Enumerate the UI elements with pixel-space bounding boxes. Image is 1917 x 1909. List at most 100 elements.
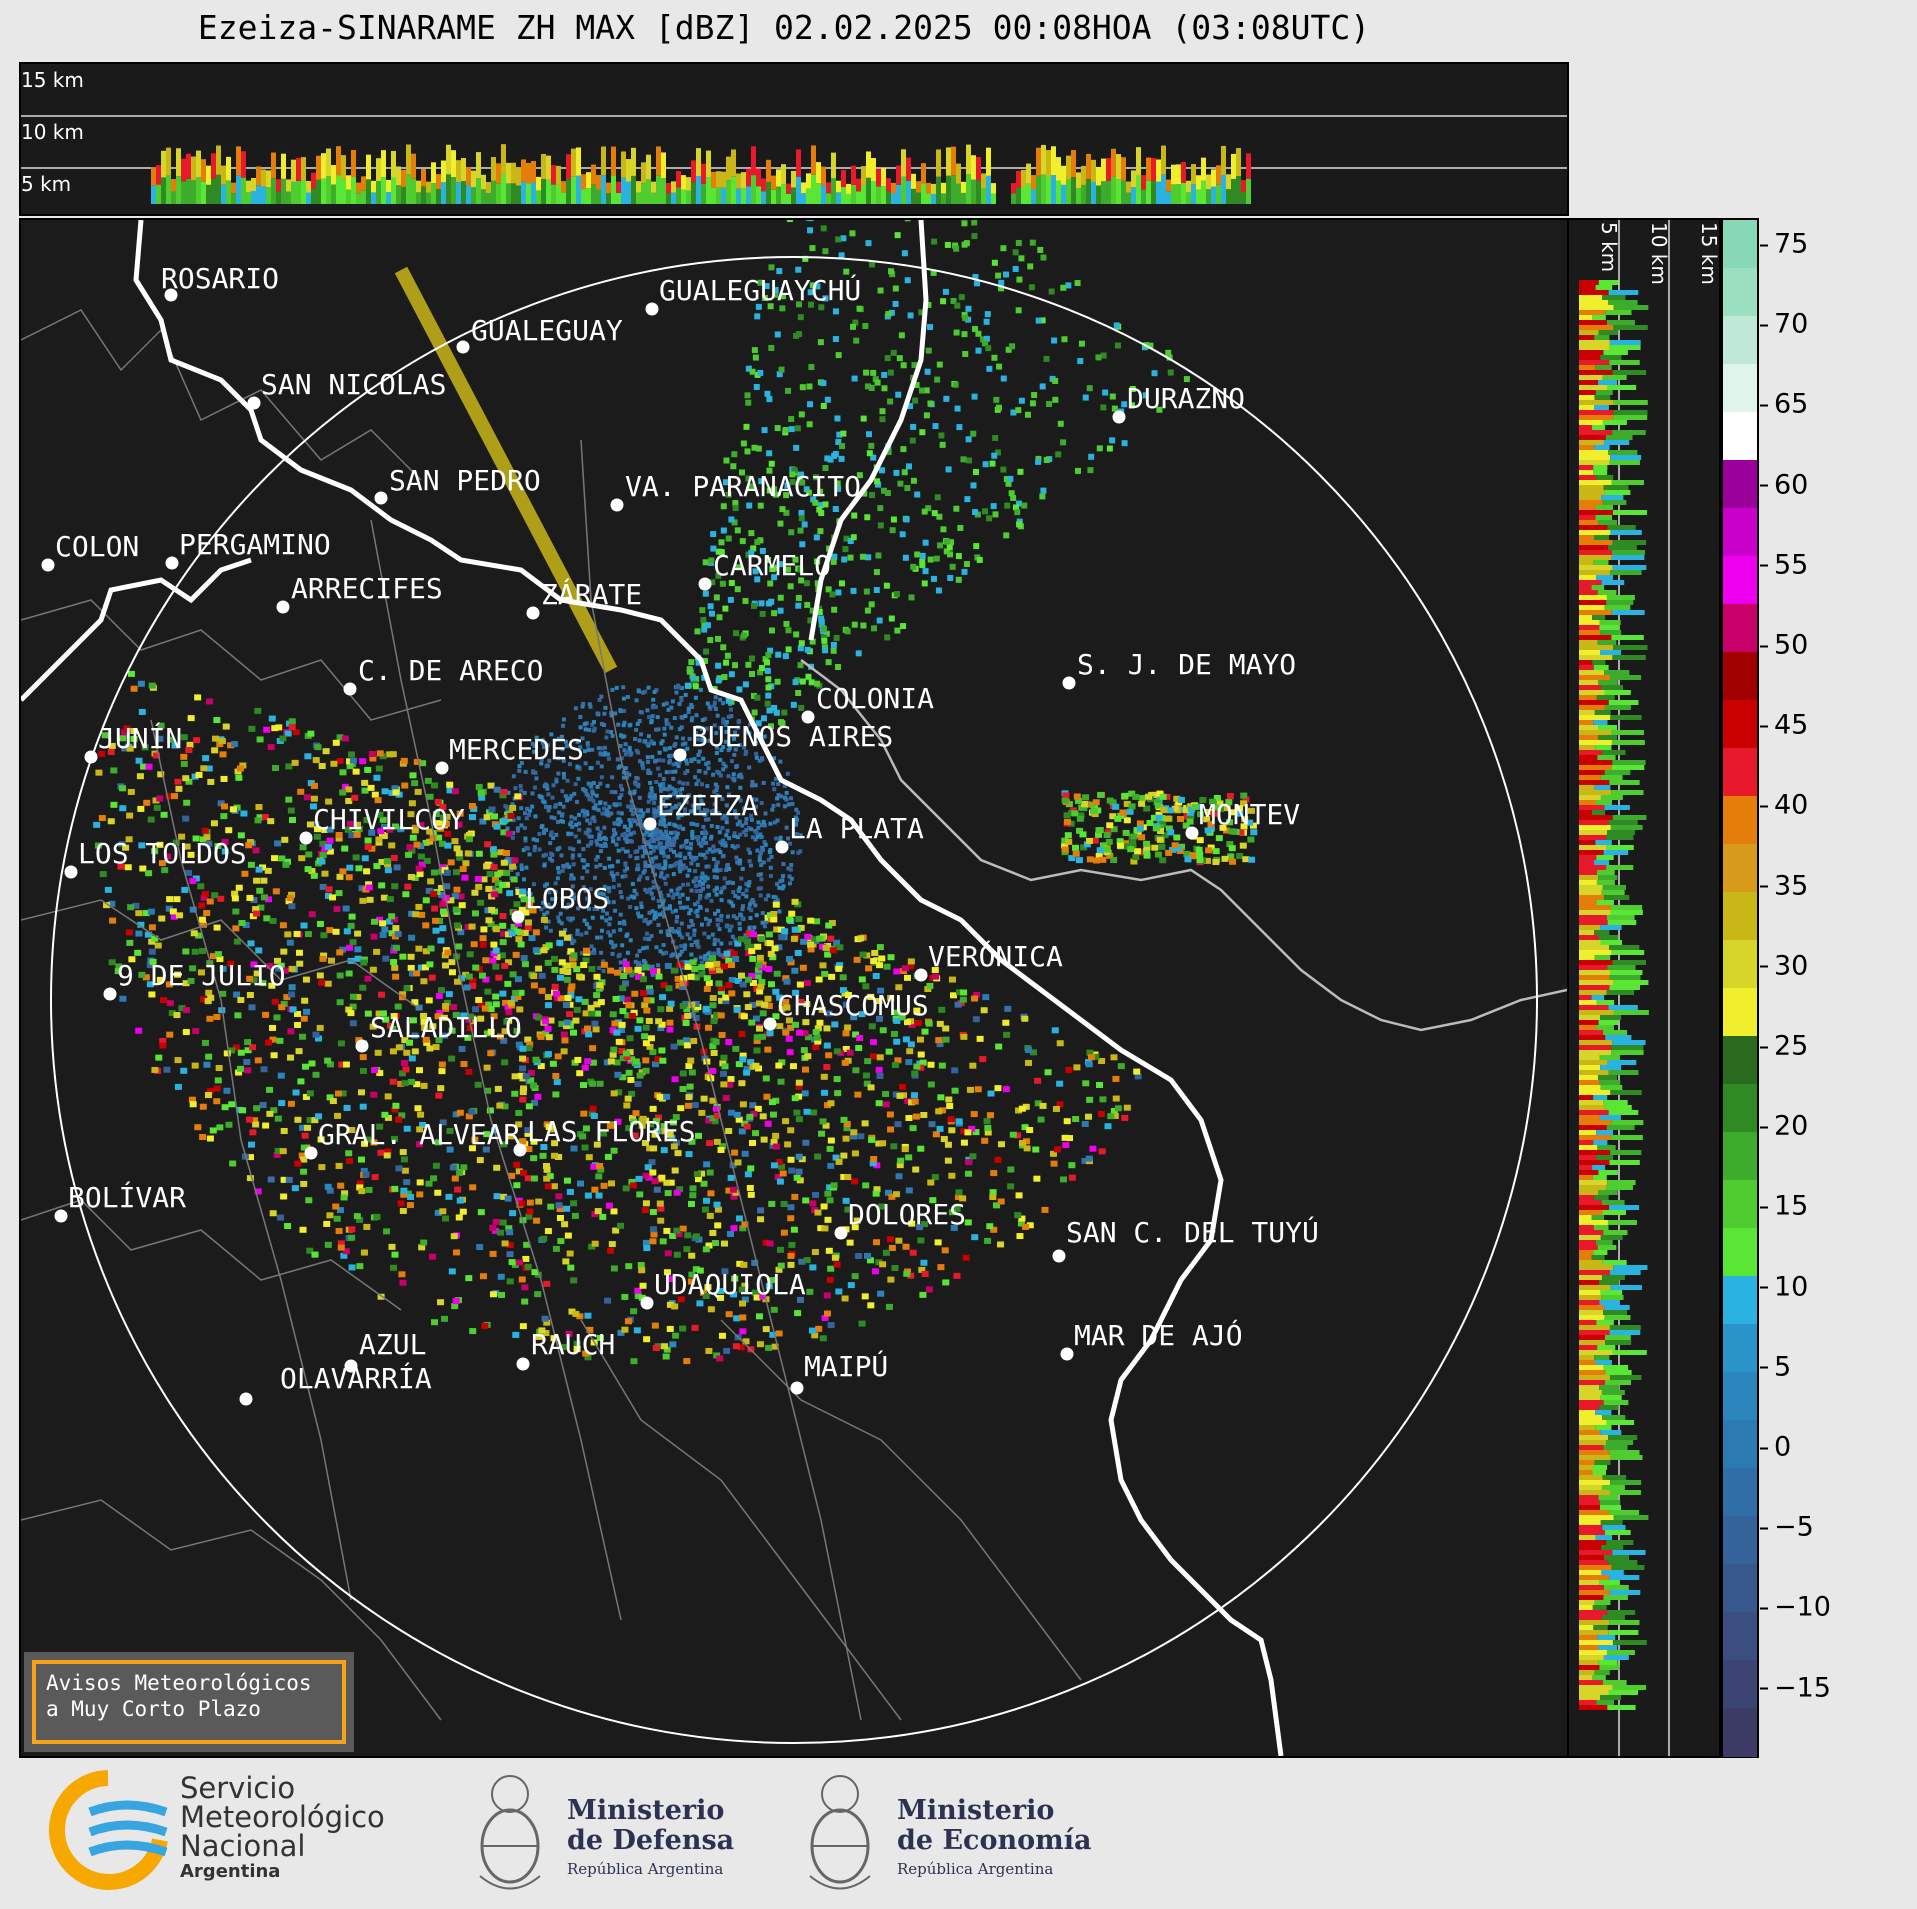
top-level-label: 5 km: [21, 172, 72, 196]
city-marker: [456, 340, 470, 354]
colorbar-tick-label: 15: [1760, 1191, 1808, 1222]
top-level-label: 10 km: [21, 120, 84, 144]
city-label: ARRECIFES: [291, 572, 443, 605]
city-label: DOLORES: [848, 1198, 967, 1231]
city-label: VERÓNICA: [928, 940, 1063, 973]
city-label: LA PLATA: [789, 812, 924, 845]
colorbar-segment: [1723, 508, 1757, 557]
right-level-label: 5 km: [1597, 222, 1621, 273]
city-label: SAN NICOLAS: [261, 368, 447, 401]
city-marker: [1062, 676, 1076, 690]
colorbar-segment: [1723, 940, 1757, 989]
city-label: SAN PEDRO: [389, 464, 541, 497]
defensa-line: de Defensa: [567, 1825, 735, 1856]
city-label: C. DE ARECO: [358, 654, 544, 687]
colorbar-segment: [1723, 316, 1757, 365]
city-marker: [103, 987, 117, 1001]
city-marker: [54, 1209, 68, 1223]
city-marker: [511, 910, 525, 924]
colorbar-segment: [1723, 652, 1757, 701]
smn-name: Servicio Meteorológico Nacional Argentin…: [180, 1774, 385, 1883]
top-cross-section-svg: [21, 115, 1567, 204]
city-label: CHASCOMUS: [777, 989, 929, 1022]
smn-country: Argentina: [180, 1861, 281, 1882]
city-marker: [1185, 826, 1199, 840]
colorbar: [1721, 218, 1759, 1758]
city-label: BOLÍVAR: [68, 1181, 187, 1214]
smn-line: Meteorológico: [180, 1800, 385, 1834]
colorbar-segment: [1723, 1180, 1757, 1229]
city-label: EZEIZA: [657, 789, 759, 822]
city-marker: [299, 831, 313, 845]
right-level-label: 15 km: [1697, 222, 1721, 285]
colorbar-segment: [1723, 1324, 1757, 1373]
colorbar-segment: [1723, 1276, 1757, 1325]
city-label: BUENOS AIRES: [691, 720, 894, 753]
city-marker: [834, 1226, 848, 1240]
city-marker: [643, 817, 657, 831]
city-marker: [374, 491, 388, 505]
colorbar-segment: [1723, 988, 1757, 1037]
colorbar-segment: [1723, 1036, 1757, 1085]
city-marker: [801, 710, 815, 724]
city-label: MAIPÚ: [804, 1350, 889, 1383]
uruguay-coast: [800, 659, 1567, 1032]
city-marker: [775, 840, 789, 854]
warning-line-1: Avisos Meteorológicos: [46, 1671, 312, 1695]
colorbar-tick-label: 0: [1760, 1432, 1791, 1463]
coat-of-arms-icon: [809, 1775, 871, 1890]
colorbar-segment: [1723, 844, 1757, 893]
city-marker: [1060, 1347, 1074, 1361]
city-label: LOS TOLDOS: [78, 837, 247, 870]
colorbar-tick-label: 20: [1760, 1111, 1808, 1142]
colorbar-tick-label: 10: [1760, 1271, 1808, 1302]
colorbar-tick-label: −5: [1760, 1512, 1814, 1543]
colorbar-segment: [1723, 460, 1757, 509]
colorbar-tick-label: 30: [1760, 950, 1808, 981]
city-marker: [640, 1296, 654, 1310]
city-label: OLAVARRÍA: [280, 1362, 432, 1395]
colorbar-segment: [1723, 1660, 1757, 1709]
city-marker: [239, 1392, 253, 1406]
colorbar-segment: [1723, 1612, 1757, 1661]
colorbar-tick-label: 70: [1760, 309, 1808, 340]
chart-title: Ezeiza-SINARAME ZH MAX [dBZ] 02.02.2025 …: [197, 8, 1371, 47]
warning-box[interactable]: Avisos Meteorológicos a Muy Corto Plazo: [24, 1652, 354, 1752]
city-label: 9 DE JULIO: [117, 959, 286, 992]
economia-line: Ministerio: [897, 1795, 1055, 1826]
city-marker: [304, 1146, 318, 1160]
right-cross-section: 5 km 10 km 15 km: [1569, 218, 1721, 1758]
top-level-label: 15 km: [21, 68, 84, 92]
city-label: MAR DE AJÓ: [1074, 1319, 1243, 1352]
colorbar-tick-label: 25: [1760, 1031, 1808, 1062]
colorbar-segment: [1723, 1468, 1757, 1517]
city-label: GRAL. ALVEAR: [318, 1118, 521, 1151]
city-label: GUALEGUAYCHÚ: [659, 274, 862, 307]
city-label: VA. PARANACITO: [625, 470, 862, 503]
colorbar-segment: [1723, 364, 1757, 413]
city-marker: [165, 556, 179, 570]
city-label: S. J. DE MAYO: [1077, 648, 1297, 681]
coat-of-arms-icon: [479, 1775, 541, 1890]
coastline: [21, 220, 1284, 1756]
city-marker: [513, 1143, 527, 1157]
city-label: JUNÍN: [98, 722, 183, 755]
city-marker: [344, 1359, 358, 1373]
city-marker: [343, 682, 357, 696]
range-ring: [50, 256, 1538, 1744]
city-marker: [763, 1017, 777, 1031]
city-marker: [64, 865, 78, 879]
radar-map[interactable]: ROSARIO GUALEGUAYCHÚ GUALEGUAY SAN NICOLAS D…: [19, 218, 1569, 1758]
smn-line: Nacional: [180, 1829, 306, 1863]
defensa-line: Ministerio: [567, 1795, 725, 1826]
smn-logo-icon: [49, 1770, 168, 1890]
city-marker: [1112, 410, 1126, 424]
colorbar-segment: [1723, 1084, 1757, 1133]
city-label: LAS FLORES: [527, 1115, 696, 1148]
city-label: LOBOS: [525, 882, 610, 915]
city-marker: [645, 302, 659, 316]
city-label: CHIVILCOY: [313, 803, 465, 836]
warning-box-inner: Avisos Meteorológicos a Muy Corto Plazo: [32, 1660, 346, 1744]
colorbar-ticks: 75 70 65 60 55 50 45 40 35 30 25 20 15 10 5 0 −5 −10 −15: [1760, 218, 1910, 1758]
colorbar-segment: [1723, 1708, 1757, 1757]
